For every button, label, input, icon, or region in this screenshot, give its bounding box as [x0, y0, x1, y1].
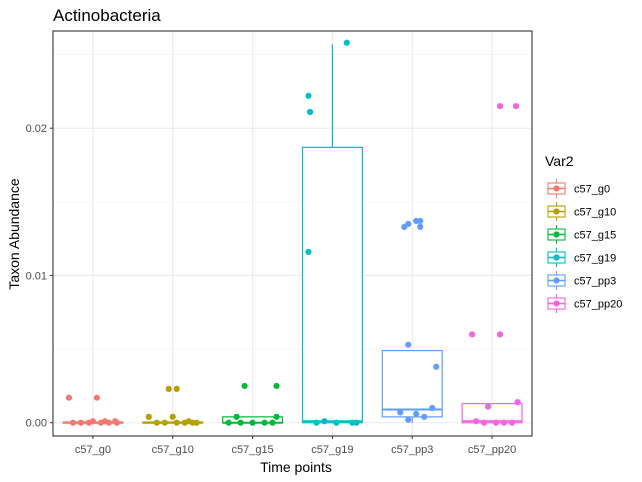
panel-border: [52, 30, 533, 437]
x-tick-label: c57_g15: [231, 444, 273, 456]
legend-key-point: [553, 208, 560, 215]
data-point: [405, 341, 412, 348]
data-point: [496, 103, 504, 110]
series-c57_g10: [142, 385, 204, 426]
data-point: [165, 385, 172, 392]
data-point: [433, 363, 440, 370]
plot-area: 0.00 0.01 0.02 c57_g0 c57_g10 c57_g15 c57_g19 c…: [26, 30, 533, 456]
data-point: [512, 103, 520, 110]
x-tick-label: c57_g10: [152, 444, 194, 456]
series-c57_pp20: [461, 103, 523, 426]
data-point: [421, 413, 428, 420]
data-point: [397, 409, 404, 416]
legend-key-point: [553, 231, 560, 238]
data-point: [484, 403, 492, 410]
y-tick-label: 0.01: [26, 270, 47, 282]
data-point: [261, 419, 268, 426]
data-point: [496, 331, 504, 338]
data-point: [173, 419, 180, 426]
series-c57_g0: [62, 394, 124, 426]
data-point: [269, 419, 276, 426]
legend-item-c57_g10: c57_g10: [545, 200, 616, 223]
data-point: [65, 394, 73, 401]
data-point: [273, 382, 280, 390]
legend-label: c57_g10: [574, 207, 616, 219]
data-point: [193, 419, 200, 426]
y-tick-label: 0.02: [26, 123, 47, 135]
data-point: [161, 419, 168, 426]
legend-item-c57_pp3: c57_pp3: [545, 269, 616, 292]
legend-item-c57_g19: c57_g19: [545, 246, 616, 269]
data-point: [469, 331, 476, 338]
data-point: [405, 416, 412, 423]
data-point: [69, 419, 77, 426]
data-point: [343, 39, 350, 46]
data-point: [169, 413, 176, 420]
data-point: [89, 418, 97, 425]
data-point: [185, 418, 192, 425]
legend-key-point: [553, 300, 560, 307]
series-c57_g19: [301, 39, 363, 426]
legend-item-c57_pp20: c57_pp20: [545, 292, 622, 315]
data-point: [237, 419, 244, 426]
data-point: [313, 419, 320, 426]
data-point: [333, 419, 340, 426]
data-point: [101, 418, 108, 425]
data-point: [225, 419, 232, 426]
legend-key-point: [553, 277, 560, 284]
data-point: [492, 419, 500, 426]
y-tick-label: 0.00: [26, 418, 47, 430]
data-point: [233, 413, 240, 420]
x-axis-title: Time points: [260, 459, 332, 475]
data-point: [112, 418, 119, 425]
legend-label: c57_g19: [574, 253, 616, 265]
y-axis-title: Taxon Abundance: [6, 178, 22, 290]
data-point: [305, 248, 312, 256]
box: [461, 403, 523, 424]
data-point: [153, 419, 160, 426]
data-point: [241, 382, 248, 390]
data-point: [145, 413, 152, 420]
x-tick-label: c57_pp20: [468, 444, 516, 456]
box: [301, 146, 363, 424]
data-point: [306, 108, 314, 116]
legend-label: c57_g0: [574, 184, 610, 196]
legend: Var2 c57_g0 c57_g10 c57_g15 c57_g19 c57_pp3c…: [545, 153, 622, 315]
x-tick-label: c57_g19: [311, 444, 353, 456]
data-point: [508, 419, 516, 426]
data-point: [353, 419, 360, 426]
data-point: [273, 413, 280, 420]
legend-item-c57_g0: c57_g0: [545, 177, 610, 200]
data-point: [405, 220, 412, 228]
series-c57_g15: [222, 382, 284, 426]
legend-label: c57_pp20: [574, 299, 622, 311]
series-c57_pp3: [381, 217, 443, 423]
data-point: [93, 394, 101, 401]
legend-item-c57_g15: c57_g15: [545, 223, 616, 246]
data-point: [321, 418, 328, 425]
data-point: [417, 217, 424, 225]
x-tick-label: c57_pp3: [391, 444, 433, 456]
legend-title: Var2: [545, 153, 574, 169]
legend-label: c57_g15: [574, 230, 616, 242]
data-point: [481, 419, 488, 426]
data-point: [417, 223, 424, 230]
data-point: [413, 410, 420, 418]
legend-key-point: [553, 254, 560, 261]
data-point: [249, 419, 256, 426]
data-point: [514, 399, 521, 406]
data-point: [77, 419, 85, 426]
data-point: [500, 419, 508, 426]
x-tick-label: c57_g0: [75, 444, 111, 456]
data-point: [173, 385, 180, 392]
data-point: [429, 404, 436, 412]
legend-key-point: [553, 185, 560, 192]
legend-label: c57_pp3: [574, 276, 616, 288]
data-point: [305, 92, 312, 99]
data-point: [473, 418, 480, 425]
chart-title: Actinobacteria: [53, 6, 161, 25]
